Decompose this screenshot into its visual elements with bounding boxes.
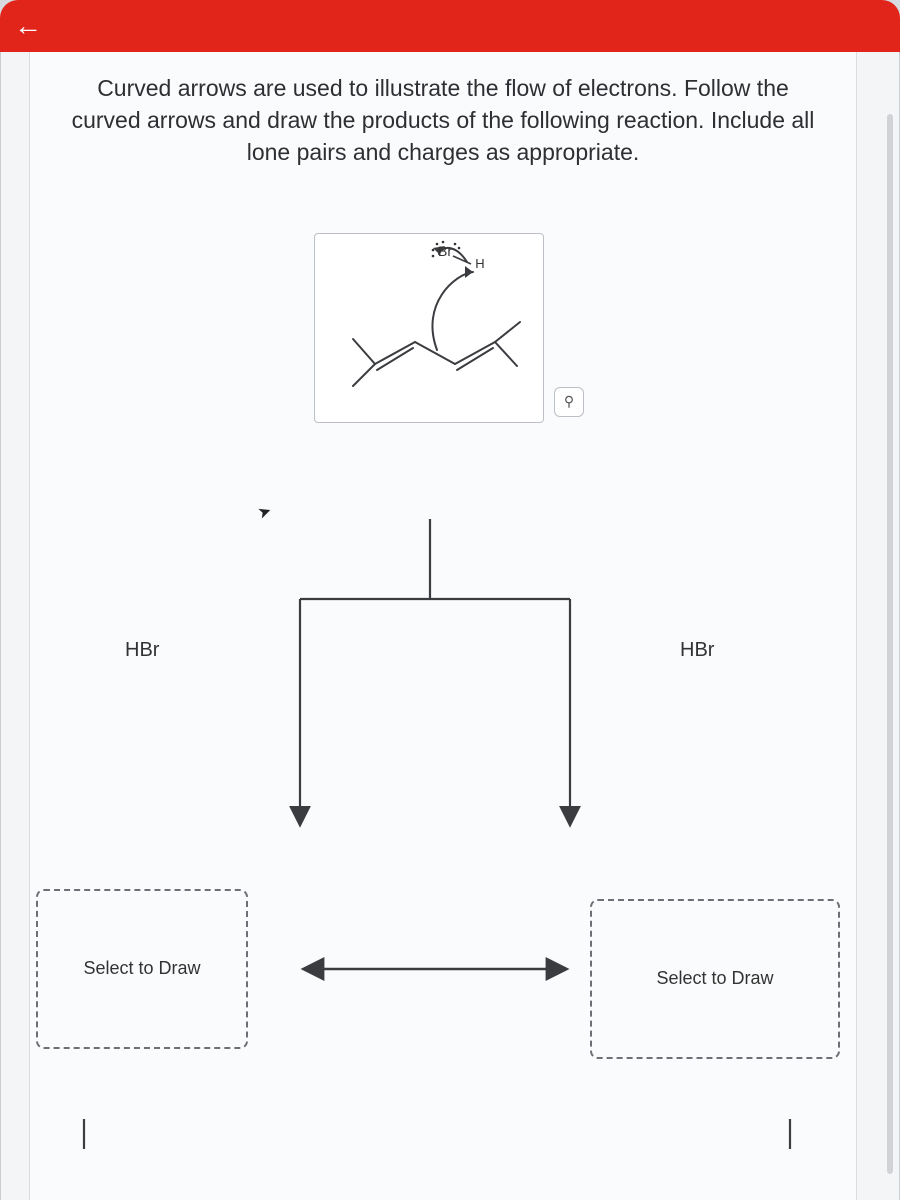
prompt-text: Curved arrows are used to illustrate the…	[30, 52, 856, 169]
branch-label-right: HBr	[680, 639, 714, 662]
draw-box-left[interactable]: Select to Draw	[36, 889, 248, 1049]
zoom-button[interactable]: ⚲	[554, 387, 584, 417]
reaction-structure-panel[interactable]: Br H	[314, 233, 544, 423]
draw-box-right[interactable]: Select to Draw	[590, 899, 840, 1059]
branch-label-left: HBr	[125, 639, 159, 662]
scrollbar[interactable]	[887, 114, 893, 1174]
header-bar: ←	[0, 0, 900, 52]
content-region: Curved arrows are used to illustrate the…	[0, 52, 900, 1200]
draw-box-left-label: Select to Draw	[83, 958, 200, 979]
chevron-down-icon[interactable]: ⌄	[434, 1192, 452, 1200]
h-label: H	[475, 256, 484, 271]
reaction-structure-svg: Br H	[315, 234, 545, 424]
back-icon[interactable]: ←	[14, 12, 42, 40]
cursor-icon: ➤	[255, 500, 274, 523]
br-label: Br	[438, 243, 452, 259]
diagram-area: Br H ⚲ ➤	[30, 169, 856, 1149]
question-panel: Curved arrows are used to illustrate the…	[29, 52, 857, 1200]
zoom-icon: ⚲	[564, 393, 574, 410]
draw-box-right-label: Select to Draw	[656, 968, 773, 989]
